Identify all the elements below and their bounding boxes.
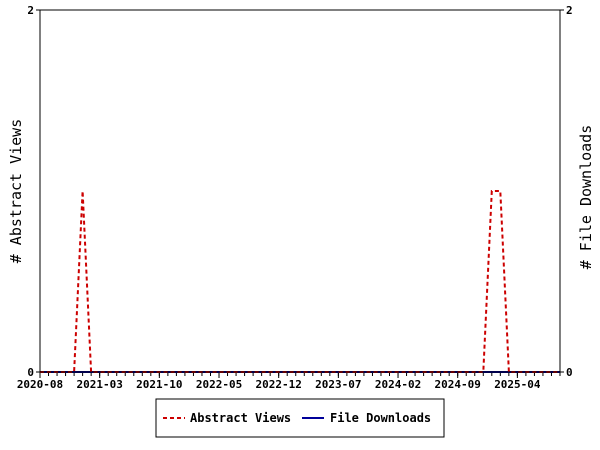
x-tick-label: 2024-02 xyxy=(375,378,421,391)
y-tick-label-left: 0 xyxy=(27,366,34,379)
x-tick-label: 2025-04 xyxy=(494,378,541,391)
series-layer xyxy=(40,190,560,373)
x-tick-label: 2023-07 xyxy=(315,378,361,391)
legend-label-file-downloads: File Downloads xyxy=(330,411,431,425)
x-tick-label: 2021-10 xyxy=(136,378,182,391)
legend: Abstract Views File Downloads xyxy=(155,398,445,438)
x-tick-label: 2022-12 xyxy=(256,378,302,391)
x-axis-tick-labels: 2020-08 2021-03 2021-10 2022-05 2022-12 2023-… xyxy=(17,372,541,391)
y-axis-title-left: # Abstract Views xyxy=(7,119,25,264)
plot-frame xyxy=(39,9,561,373)
x-tick-label: 2021-03 xyxy=(76,378,122,391)
y-axis-tick-labels: 0 2 0 2 xyxy=(27,4,572,379)
y-tick-label-left: 2 xyxy=(27,4,34,17)
x-tick-label: 2024-09 xyxy=(435,378,481,391)
series-line-abstract-views xyxy=(40,190,560,373)
x-tick-label: 2020-08 xyxy=(17,378,63,391)
legend-label-abstract-views: Abstract Views xyxy=(190,411,291,425)
y-axis-title-right: # File Downloads xyxy=(577,125,595,270)
y-tick-label-right: 2 xyxy=(566,4,573,17)
x-tick-label: 2022-05 xyxy=(196,378,242,391)
y-tick-label-right: 0 xyxy=(566,366,573,379)
legend-box xyxy=(155,398,445,438)
